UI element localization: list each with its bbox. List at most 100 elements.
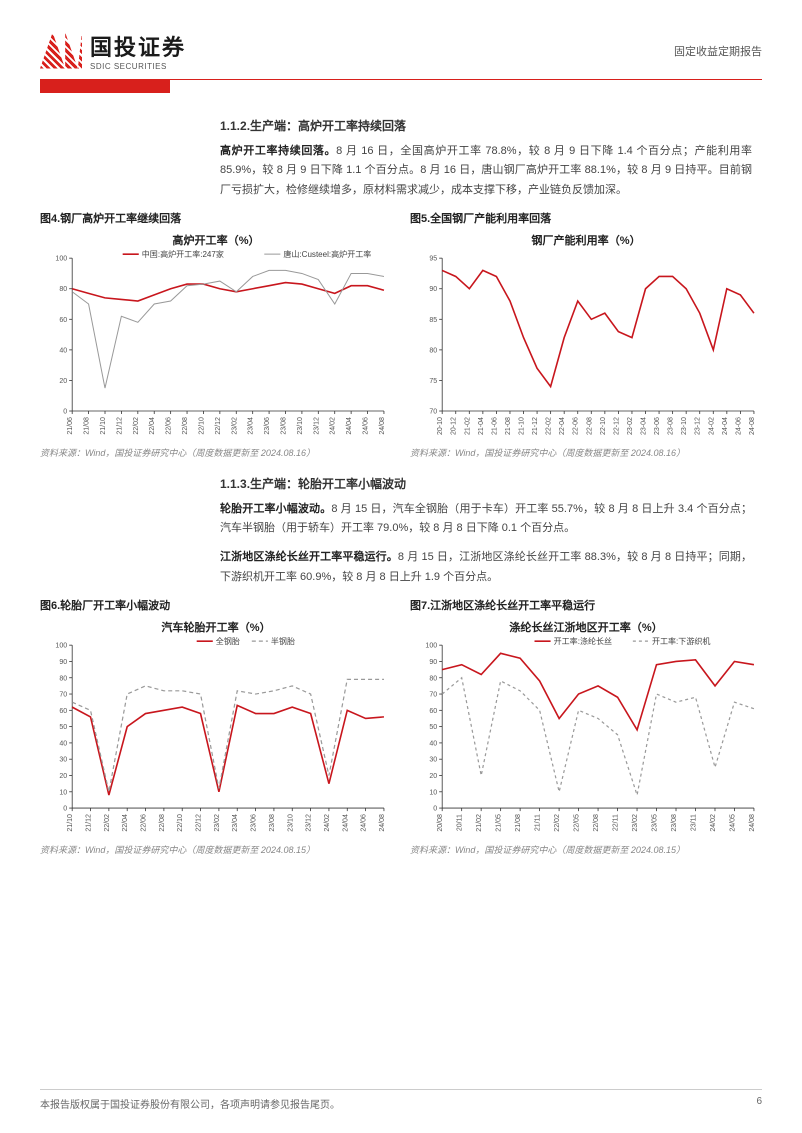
svg-text:20-12: 20-12 [451,417,458,435]
svg-text:21/12: 21/12 [116,417,123,435]
svg-text:24/04: 24/04 [346,417,353,435]
svg-text:80: 80 [59,286,67,293]
svg-text:21/02: 21/02 [476,814,483,832]
svg-text:22-06: 22-06 [573,417,580,435]
svg-text:23-02: 23-02 [627,417,634,435]
svg-text:23/05: 23/05 [652,814,659,832]
svg-text:90: 90 [429,659,437,666]
fig7-chart: 涤纶长丝江浙地区开工率（%）开工率:涤纶长丝开工率:下游织机0102030405… [410,617,762,838]
svg-text:23/12: 23/12 [306,814,313,832]
svg-text:10: 10 [429,789,437,796]
svg-text:22/02: 22/02 [104,814,111,832]
svg-text:21/10: 21/10 [67,814,74,832]
svg-text:24/05: 24/05 [729,814,736,832]
svg-text:22/05: 22/05 [574,814,581,832]
svg-text:21-08: 21-08 [505,417,512,435]
svg-text:70: 70 [429,691,437,698]
svg-text:21/08: 21/08 [84,417,91,435]
svg-text:50: 50 [59,724,67,731]
svg-text:21-02: 21-02 [464,417,471,435]
logo-en: SDIC SECURITIES [90,62,186,71]
svg-text:24/08: 24/08 [379,814,386,832]
svg-text:开工率:涤纶长丝: 开工率:涤纶长丝 [554,636,612,646]
fig7-caption: 图7.江浙地区涤纶长丝开工率平稳运行 [410,597,762,613]
heading-1-1-2: 1.1.2.生产端：高炉开工率持续回落 [220,117,752,134]
svg-text:23/10: 23/10 [287,814,294,832]
svg-text:24/08: 24/08 [379,417,386,435]
footer-page-no: 6 [756,1096,762,1111]
svg-text:30: 30 [59,757,67,764]
logo-cn: 国投证券 [90,30,186,62]
svg-text:中国:高炉开工率:247家: 中国:高炉开工率:247家 [142,249,224,259]
svg-text:22/10: 22/10 [198,417,205,435]
svg-text:60: 60 [429,708,437,715]
svg-text:23-06: 23-06 [654,417,661,435]
svg-text:开工率:下游织机: 开工率:下游织机 [652,636,710,646]
header-red-bar [40,79,762,93]
fig7-source: 资料来源：Wind，国投证券研究中心（周度数据更新至 2024.08.15） [410,843,762,856]
svg-text:22/02: 22/02 [133,417,140,435]
svg-text:80: 80 [429,675,437,682]
svg-text:汽车轮胎开工率（%）: 汽车轮胎开工率（%） [161,620,270,634]
svg-text:24-06: 24-06 [735,417,742,435]
svg-text:21-04: 21-04 [478,417,485,435]
fig6-source: 资料来源：Wind，国投证券研究中心（周度数据更新至 2024.08.15） [40,843,392,856]
svg-text:70: 70 [59,691,67,698]
svg-text:23/11: 23/11 [690,814,697,831]
svg-text:24/02: 24/02 [710,814,717,832]
footer-disclaimer: 本报告版权属于国投证券股份有限公司，各项声明请参见报告尾页。 [40,1096,340,1111]
svg-text:21/05: 21/05 [496,814,503,832]
svg-text:100: 100 [55,255,67,262]
svg-text:20: 20 [59,378,67,385]
svg-text:23/12: 23/12 [313,417,320,435]
svg-text:23/02: 23/02 [231,417,238,435]
svg-text:30: 30 [429,757,437,764]
svg-text:唐山:Custeel:高炉开工率: 唐山:Custeel:高炉开工率 [283,249,371,259]
svg-text:23/04: 23/04 [232,814,239,832]
fig5-source: 资料来源：Wind，国投证券研究中心（周度数据更新至 2024.08.16） [410,446,762,459]
svg-text:80: 80 [59,675,67,682]
svg-text:22/08: 22/08 [159,814,166,832]
svg-text:21/08: 21/08 [515,814,522,832]
para-1-1-2: 高炉开工率持续回落。8 月 16 日，全国高炉开工率 78.8%，较 8 月 9… [220,142,752,200]
svg-text:22/11: 22/11 [613,814,620,831]
svg-text:23/08: 23/08 [269,814,276,832]
svg-text:23/10: 23/10 [297,417,304,435]
svg-text:10: 10 [59,789,67,796]
para-1-1-3b-lead: 江浙地区涤纶长丝开工率平稳运行。 [220,551,398,563]
fig6-col: 图6.轮胎厂开工率小幅波动 汽车轮胎开工率（%）全钢胎半钢胎0102030405… [40,597,392,856]
svg-text:22/08: 22/08 [593,814,600,832]
svg-text:22/06: 22/06 [166,417,173,435]
svg-text:24/02: 24/02 [330,417,337,435]
fig7-col: 图7.江浙地区涤纶长丝开工率平稳运行 涤纶长丝江浙地区开工率（%） 开工率:涤纶长… [410,597,762,856]
fig4-col: 图4.钢厂高炉开工率继续回落 高炉开工率（%）中国:高炉开工率:247家唐山:C… [40,210,392,459]
svg-text:22/02: 22/02 [554,814,561,832]
logo-text: 国投证券 SDIC SECURITIES [90,30,186,71]
svg-text:21-12: 21-12 [532,417,539,435]
svg-text:0: 0 [63,408,67,415]
svg-text:22/04: 22/04 [149,417,156,435]
svg-text:100: 100 [425,643,437,650]
svg-text:高炉开工率（%）: 高炉开工率（%） [172,233,259,247]
svg-text:22-08: 22-08 [586,417,593,435]
fig4-chart: 高炉开工率（%） 中国:高炉开工率:247家 唐山:Custeel:高炉开工率 0 20… [40,230,392,441]
svg-text:21/06: 21/06 [67,417,74,435]
svg-text:40: 40 [429,740,437,747]
para-1-1-3a: 轮胎开工率小幅波动。8 月 15 日，汽车全钢胎（用于卡车）开工率 55.7%，… [220,500,752,539]
svg-text:22/12: 22/12 [196,814,203,832]
svg-text:90: 90 [59,659,67,666]
fig5-caption: 图5.全国钢厂产能利用率回落 [410,210,762,226]
svg-text:24/06: 24/06 [361,814,368,832]
svg-text:半钢胎: 半钢胎 [271,636,295,646]
svg-text:23-08: 23-08 [668,417,675,435]
svg-text:22/06: 22/06 [141,814,148,832]
svg-text:22/04: 22/04 [122,814,129,832]
svg-text:85: 85 [429,317,437,324]
para-1-1-2-lead: 高炉开工率持续回落。 [220,145,336,157]
svg-text:全钢胎: 全钢胎 [216,636,240,646]
svg-text:涤纶长丝江浙地区开工率（%）: 涤纶长丝江浙地区开工率（%） [509,620,662,634]
svg-text:22/12: 22/12 [215,417,222,435]
svg-text:21/11: 21/11 [535,814,542,831]
svg-text:40: 40 [59,740,67,747]
svg-text:23/06: 23/06 [264,417,271,435]
